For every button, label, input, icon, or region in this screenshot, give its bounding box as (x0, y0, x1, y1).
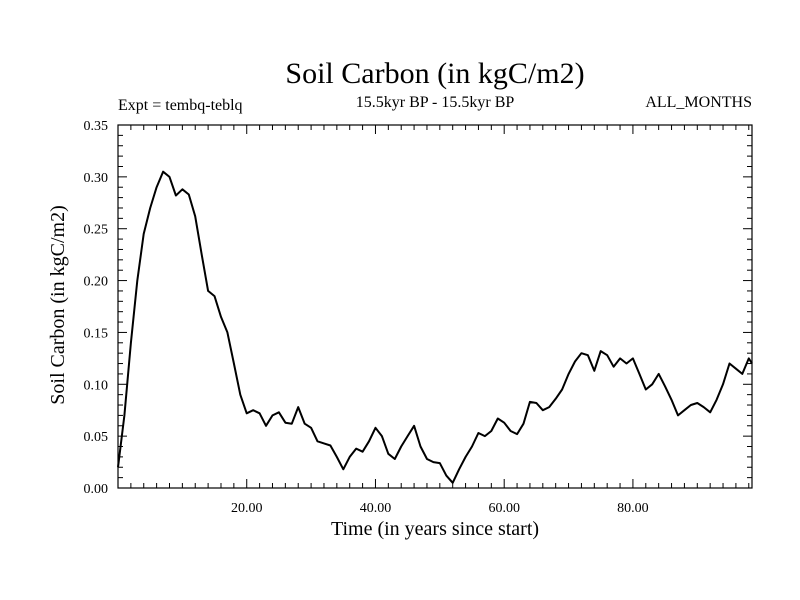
y-tick-label: 0.10 (84, 378, 109, 393)
y-tick-label: 0.25 (84, 223, 109, 238)
y-tick-label: 0.15 (84, 326, 109, 341)
y-axis-label: Soil Carbon (in kgC/m2) (47, 205, 69, 404)
y-tick-label: 0.05 (84, 430, 109, 445)
x-tick-label: 80.00 (617, 501, 649, 516)
x-tick-label: 20.00 (231, 501, 263, 516)
plot-frame (117, 124, 753, 489)
axis-ticks (118, 125, 752, 488)
chart-subtitle: 15.5kyr BP - 15.5kyr BP (356, 94, 515, 111)
y-tick-label: 0.30 (84, 171, 109, 186)
x-tick-label: 60.00 (488, 501, 520, 516)
chart-title: Soil Carbon (in kgC/m2) (285, 57, 584, 90)
x-tick-label: 40.00 (360, 501, 392, 516)
experiment-label: Expt = tembq-teblq (118, 97, 243, 114)
axis-tick-labels: 20.00 40.00 60.00 80.00 0.00 0.05 0.10 0.15 0.20… (84, 119, 649, 516)
y-tick-label: 0.00 (84, 482, 109, 497)
series-line (117, 170, 753, 484)
y-tick-label: 0.20 (84, 275, 109, 290)
x-axis-label: Time (in years since start) (331, 518, 539, 540)
months-label: ALL_MONTHS (645, 94, 752, 111)
y-tick-label: 0.35 (84, 119, 109, 134)
